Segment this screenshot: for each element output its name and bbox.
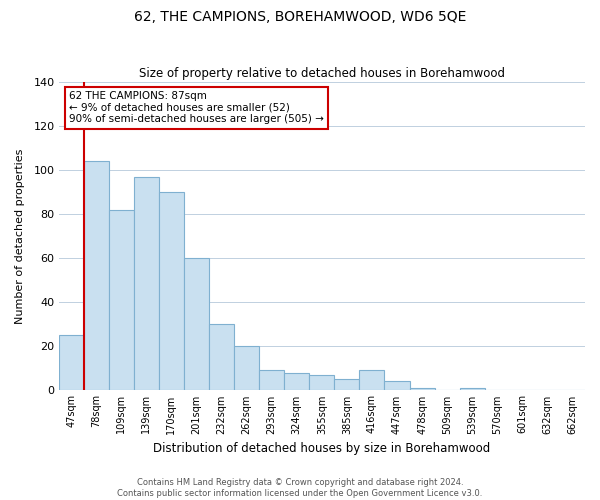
Bar <box>359 370 385 390</box>
Text: 62 THE CAMPIONS: 87sqm
← 9% of detached houses are smaller (52)
90% of semi-deta: 62 THE CAMPIONS: 87sqm ← 9% of detached … <box>69 92 324 124</box>
Bar <box>234 346 259 390</box>
Bar <box>83 162 109 390</box>
Text: 62, THE CAMPIONS, BOREHAMWOOD, WD6 5QE: 62, THE CAMPIONS, BOREHAMWOOD, WD6 5QE <box>134 10 466 24</box>
Bar <box>385 382 410 390</box>
Text: Contains HM Land Registry data © Crown copyright and database right 2024.
Contai: Contains HM Land Registry data © Crown c… <box>118 478 482 498</box>
Y-axis label: Number of detached properties: Number of detached properties <box>15 148 25 324</box>
X-axis label: Distribution of detached houses by size in Borehamwood: Distribution of detached houses by size … <box>153 442 490 455</box>
Bar <box>59 335 83 390</box>
Bar <box>109 210 134 390</box>
Bar <box>410 388 434 390</box>
Bar <box>309 374 334 390</box>
Bar <box>184 258 209 390</box>
Bar <box>259 370 284 390</box>
Bar <box>134 176 159 390</box>
Bar <box>209 324 234 390</box>
Title: Size of property relative to detached houses in Borehamwood: Size of property relative to detached ho… <box>139 66 505 80</box>
Bar <box>284 372 309 390</box>
Bar <box>334 379 359 390</box>
Bar <box>159 192 184 390</box>
Bar <box>460 388 485 390</box>
